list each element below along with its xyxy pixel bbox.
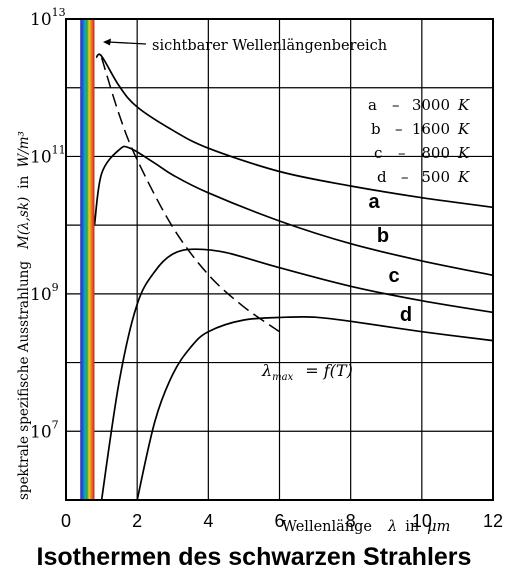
legend-entry-b: b –1600 K — [371, 120, 470, 138]
svg-text:d: d — [377, 168, 387, 186]
y-tick-label: 1013 — [30, 6, 66, 30]
svg-text:K: K — [457, 144, 470, 162]
series-label-d: d — [400, 304, 412, 326]
series-label-b: b — [377, 225, 389, 247]
wien-label: λmax = f(T) — [261, 361, 353, 383]
wien-label-rest: = f(T) — [305, 361, 353, 380]
plot-frame — [65, 18, 494, 501]
curves-group — [93, 53, 494, 501]
svg-text:b: b — [371, 120, 381, 138]
visible-spectrum-band — [80, 19, 95, 500]
series-line-a — [95, 53, 494, 209]
series-label-c: c — [388, 265, 399, 287]
svg-text:–: – — [398, 144, 406, 162]
y-tick-label: 107 — [30, 418, 59, 442]
svg-text:K: K — [457, 120, 470, 138]
visible-band-arrow-line — [107, 41, 147, 45]
svg-text:–: – — [401, 168, 409, 186]
legend-entry-c: c –800 K — [374, 144, 470, 162]
x-axis-label-unit: μm — [427, 519, 450, 535]
y-axis-label-unit: W/m³ — [16, 131, 32, 168]
x-tick-label: 2 — [132, 511, 142, 531]
x-axis-label-symbol: λ — [387, 519, 397, 535]
y-tick-label: 1011 — [30, 143, 66, 167]
visible-band-arrow-head — [103, 38, 111, 46]
svg-text:K: K — [457, 168, 470, 186]
y-axis-label-symbol: M(λ,sk) — [16, 197, 32, 250]
x-tick-label: 6 — [274, 511, 284, 531]
series-line-b — [93, 145, 494, 277]
x-tick-label: 8 — [346, 511, 356, 531]
series-line-c — [100, 248, 494, 501]
legend-entry-a: a –3000 K — [368, 96, 470, 114]
x-tick-labels: 0 2 4 6 8 10 12 — [61, 511, 503, 531]
svg-text:K: K — [457, 96, 470, 114]
legend: a –3000 Kb –1600 Kc –800 Kd –500 K — [368, 96, 470, 186]
y-tick-labels: 1013 1011 109 107 — [30, 6, 66, 442]
svg-text:3000: 3000 — [412, 96, 450, 114]
series-line-d — [136, 315, 494, 501]
wien-label-symbol: λ — [261, 361, 272, 380]
y-axis-label-text: spektrale spezifische Ausstrahlung — [16, 261, 32, 500]
svg-text:800: 800 — [421, 144, 450, 162]
svg-text:–: – — [395, 120, 403, 138]
chart-title: Isothermen des schwarzen Strahlers — [37, 543, 472, 571]
wien-dashed-line — [100, 57, 280, 333]
grid-lines — [66, 19, 493, 500]
x-tick-label: 12 — [483, 511, 503, 531]
x-tick-label: 10 — [412, 511, 432, 531]
wien-label-sub: max — [272, 372, 293, 383]
svg-text:1600: 1600 — [412, 120, 450, 138]
x-axis-label-in: in — [405, 519, 419, 535]
x-tick-label: 4 — [203, 511, 213, 531]
svg-text:500: 500 — [421, 168, 450, 186]
svg-text:a: a — [368, 96, 377, 114]
svg-text:c: c — [374, 144, 382, 162]
svg-text:–: – — [392, 96, 400, 114]
x-tick-label: 0 — [61, 511, 71, 531]
legend-entry-d: d –500 K — [377, 168, 470, 186]
visible-band-label: sichtbarer Wellenlängenbereich — [152, 38, 387, 54]
x-axis-label-text: Wellenlänge — [282, 519, 372, 535]
y-tick-label: 109 — [30, 281, 59, 305]
y-axis-label: spektrale spezifische Ausstrahlung M(λ,sk… — [16, 131, 32, 500]
y-axis-label-in: in — [16, 175, 32, 188]
x-axis-label: Wellenlänge λ in μm — [282, 519, 450, 535]
series-label-a: a — [368, 191, 380, 213]
